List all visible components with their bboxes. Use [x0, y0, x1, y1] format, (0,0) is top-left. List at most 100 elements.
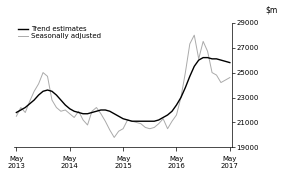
Trend estimates — [144, 120, 147, 122]
Seasonally adjusted — [135, 121, 138, 124]
Trend estimates — [206, 57, 209, 59]
Seasonally adjusted — [224, 79, 227, 81]
Trend estimates — [86, 113, 89, 115]
Seasonally adjusted — [175, 114, 178, 116]
Trend estimates — [33, 99, 36, 101]
Seasonally adjusted — [28, 100, 31, 102]
Seasonally adjusted — [95, 106, 98, 109]
Seasonally adjusted — [46, 75, 49, 77]
Seasonally adjusted — [153, 126, 156, 129]
Trend estimates — [72, 110, 76, 112]
Seasonally adjusted — [82, 119, 85, 121]
Seasonally adjusted — [90, 110, 94, 112]
Trend estimates — [184, 86, 187, 89]
Trend estimates — [224, 60, 227, 63]
Seasonally adjusted — [50, 99, 54, 101]
Seasonally adjusted — [68, 113, 71, 115]
Trend estimates — [55, 94, 58, 96]
Seasonally adjusted — [228, 76, 231, 79]
Seasonally adjusted — [197, 58, 200, 60]
Seasonally adjusted — [64, 109, 67, 111]
Trend estimates — [117, 115, 120, 117]
Seasonally adjusted — [37, 83, 40, 85]
Seasonally adjusted — [161, 118, 165, 120]
Trend estimates — [197, 59, 200, 61]
Seasonally adjusted — [33, 90, 36, 92]
Line: Trend estimates: Trend estimates — [16, 58, 230, 121]
Trend estimates — [188, 75, 192, 77]
Seasonally adjusted — [130, 120, 134, 122]
Trend estimates — [201, 57, 205, 59]
Trend estimates — [64, 104, 67, 106]
Seasonally adjusted — [55, 106, 58, 109]
Seasonally adjusted — [41, 71, 45, 74]
Seasonally adjusted — [86, 124, 89, 126]
Trend estimates — [153, 120, 156, 122]
Seasonally adjusted — [15, 115, 18, 117]
Trend estimates — [99, 109, 102, 111]
Seasonally adjusted — [104, 120, 107, 122]
Trend estimates — [68, 108, 71, 110]
Trend estimates — [157, 119, 160, 121]
Seasonally adjusted — [19, 106, 23, 109]
Trend estimates — [219, 59, 223, 61]
Trend estimates — [113, 113, 116, 115]
Seasonally adjusted — [117, 130, 120, 132]
Seasonally adjusted — [77, 110, 80, 112]
Trend estimates — [130, 120, 134, 122]
Trend estimates — [46, 89, 49, 91]
Seasonally adjusted — [188, 43, 192, 45]
Seasonally adjusted — [121, 128, 125, 130]
Trend estimates — [82, 113, 85, 115]
Seasonally adjusted — [192, 34, 196, 36]
Seasonally adjusted — [148, 128, 151, 130]
Seasonally adjusted — [23, 111, 27, 114]
Trend estimates — [210, 58, 214, 60]
Trend estimates — [37, 94, 40, 96]
Trend estimates — [23, 106, 27, 109]
Trend estimates — [104, 109, 107, 111]
Trend estimates — [28, 103, 31, 105]
Seasonally adjusted — [184, 71, 187, 74]
Trend estimates — [50, 90, 54, 92]
Seasonally adjusted — [72, 116, 76, 119]
Trend estimates — [108, 110, 112, 112]
Seasonally adjusted — [139, 123, 143, 125]
Trend estimates — [126, 119, 129, 121]
Trend estimates — [170, 110, 174, 112]
Trend estimates — [77, 111, 80, 114]
Trend estimates — [15, 111, 18, 114]
Trend estimates — [41, 90, 45, 92]
Seasonally adjusted — [179, 96, 183, 99]
Trend estimates — [192, 65, 196, 67]
Trend estimates — [135, 120, 138, 122]
Trend estimates — [121, 118, 125, 120]
Seasonally adjusted — [99, 113, 102, 115]
Seasonally adjusted — [170, 120, 174, 122]
Trend estimates — [175, 104, 178, 106]
Seasonally adjusted — [59, 110, 63, 112]
Seasonally adjusted — [144, 126, 147, 129]
Trend estimates — [19, 109, 23, 111]
Trend estimates — [148, 120, 151, 122]
Seasonally adjusted — [206, 50, 209, 53]
Trend estimates — [139, 120, 143, 122]
Trend estimates — [59, 99, 63, 101]
Seasonally adjusted — [215, 74, 218, 76]
Seasonally adjusted — [166, 128, 169, 130]
Trend estimates — [215, 58, 218, 60]
Seasonally adjusted — [113, 136, 116, 139]
Seasonally adjusted — [210, 71, 214, 74]
Trend estimates — [95, 110, 98, 112]
Seasonally adjusted — [219, 81, 223, 84]
Seasonally adjusted — [108, 129, 112, 131]
Seasonally adjusted — [201, 40, 205, 43]
Trend estimates — [228, 61, 231, 64]
Trend estimates — [90, 111, 94, 114]
Seasonally adjusted — [126, 119, 129, 121]
Trend estimates — [166, 114, 169, 116]
Legend: Trend estimates, Seasonally adjusted: Trend estimates, Seasonally adjusted — [18, 26, 101, 39]
Line: Seasonally adjusted: Seasonally adjusted — [16, 35, 230, 137]
Trend estimates — [179, 96, 183, 99]
Trend estimates — [161, 116, 165, 119]
